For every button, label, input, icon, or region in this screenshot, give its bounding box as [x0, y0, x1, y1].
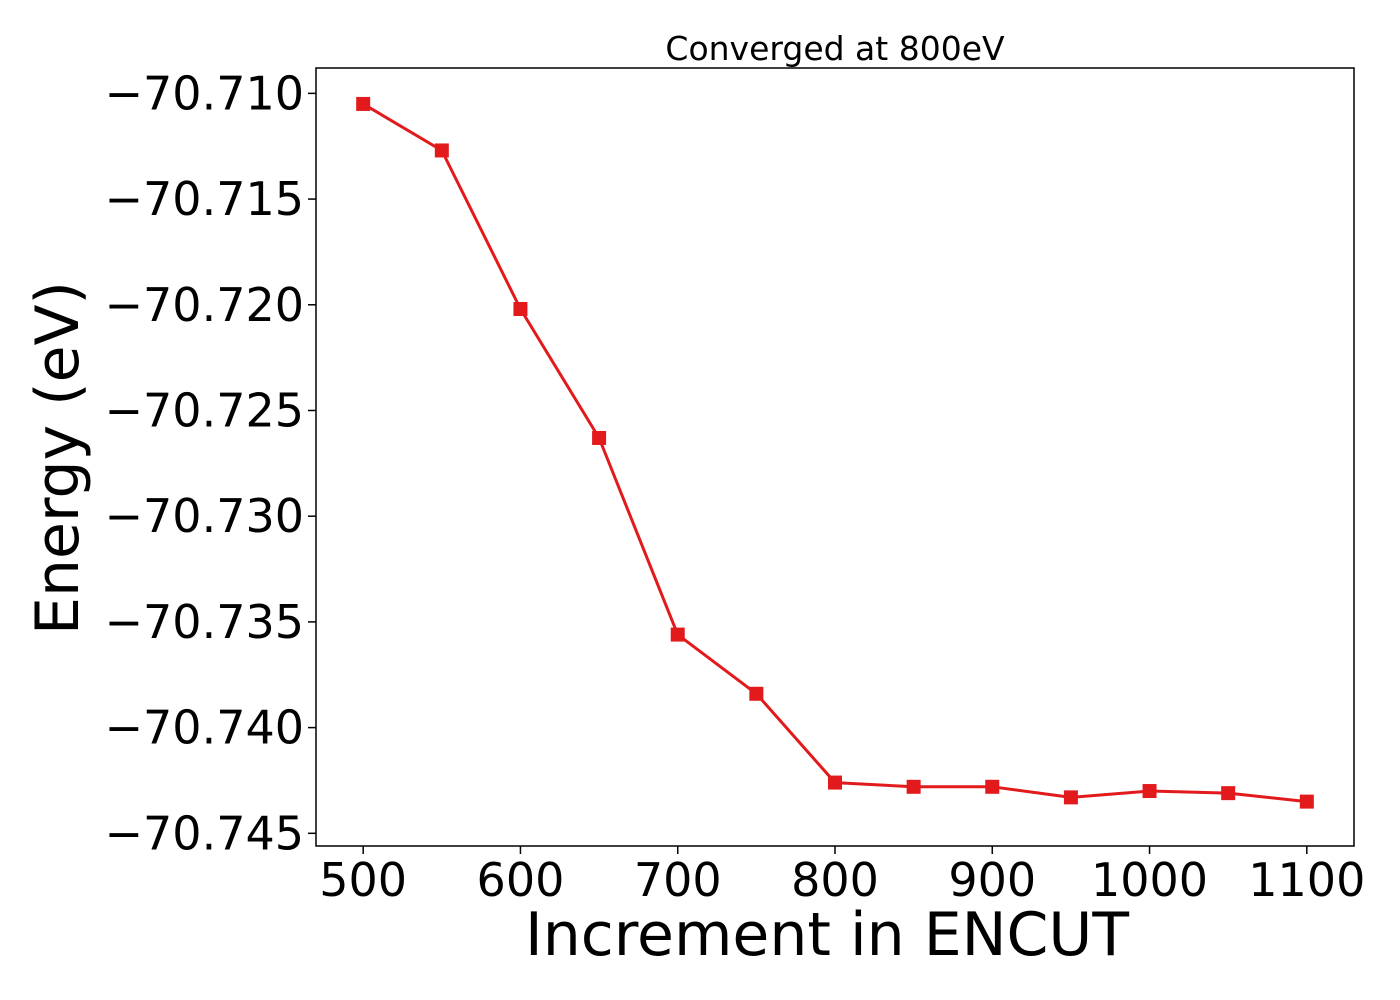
data-point [356, 96, 371, 111]
y-tick-label: −70.725 [105, 383, 305, 437]
y-axis-title: Energy (eV) [23, 281, 93, 635]
x-tick-label: 900 [948, 853, 1036, 907]
data-point [749, 686, 764, 701]
data-point [1063, 790, 1078, 805]
y-tick-label: −70.730 [105, 489, 305, 543]
x-tick-label: 500 [319, 853, 407, 907]
chart-title: Converged at 800eV [665, 29, 1005, 68]
y-tick-label: −70.745 [105, 806, 305, 860]
data-point [513, 302, 528, 317]
y-tick-label: −70.715 [105, 172, 305, 226]
data-point [434, 143, 449, 158]
x-tick-label: 600 [477, 853, 565, 907]
x-tick-label: 1100 [1248, 853, 1365, 907]
data-point [985, 779, 1000, 794]
data-point [670, 627, 685, 642]
data-point [906, 779, 921, 794]
data-point [828, 775, 842, 790]
x-tick-label: 800 [791, 853, 879, 907]
y-tick-label: −70.740 [105, 701, 305, 755]
plot-frame [315, 67, 1355, 847]
data-point [1299, 794, 1314, 809]
data-point [1142, 784, 1157, 799]
plot-background [316, 68, 1354, 846]
series-layer [356, 96, 1314, 809]
x-axis-ticks: 500 600 700 800 900 1000 1100 [319, 846, 1365, 907]
y-tick-label: −70.710 [105, 66, 305, 120]
x-axis-title: Increment in ENCUT [525, 900, 1129, 970]
data-point [1221, 786, 1236, 801]
data-point [592, 430, 607, 445]
y-tick-label: −70.720 [105, 278, 305, 332]
x-tick-label: 1000 [1091, 853, 1208, 907]
x-tick-label: 700 [634, 853, 722, 907]
y-tick-label: −70.735 [105, 595, 305, 649]
y-axis-ticks: −70.710 −70.715 −70.720 −70.725 −70.730 −70.7… [105, 66, 316, 860]
